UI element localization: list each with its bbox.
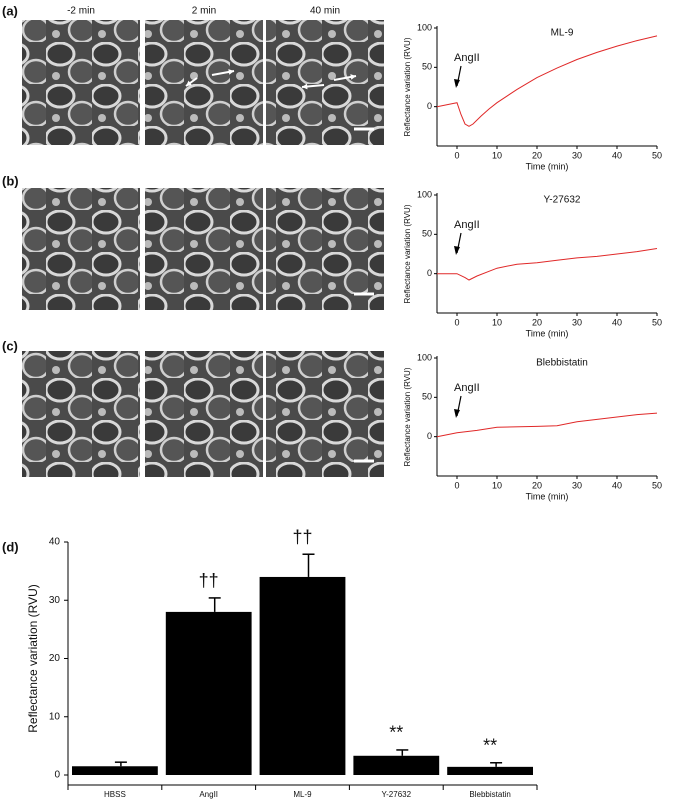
x-tick-label: 40 (612, 480, 622, 490)
x-tick-label: 10 (492, 480, 502, 490)
significance-marker: †† (292, 527, 312, 547)
micrograph (22, 20, 140, 145)
micrograph (145, 20, 263, 145)
significance-marker: †† (199, 571, 219, 591)
x-tick-label: AngII (199, 790, 218, 799)
significance-marker: ** (389, 723, 403, 743)
x-tick-label: 50 (652, 150, 662, 160)
image-label: -2 min (67, 6, 95, 17)
bar (353, 755, 440, 775)
annotation-arrow-head (454, 246, 460, 255)
x-tick-label: 10 (492, 150, 502, 160)
x-tick-label: HBSS (104, 790, 126, 799)
x-tick-label: 20 (532, 480, 542, 490)
data-line (436, 412, 658, 438)
micrograph (145, 188, 263, 310)
image-label: 40 min (310, 6, 340, 17)
data-line (437, 248, 658, 281)
y-axis-label: Reflectance variation (RVU) (26, 584, 40, 733)
micrograph (266, 188, 384, 310)
image-label: 2 min (192, 6, 216, 17)
chart-title: Blebbistatin (536, 358, 588, 369)
annotation: AngII (454, 52, 480, 64)
panel-label: (b) (2, 173, 19, 188)
annotation-arrow-head (454, 79, 460, 88)
x-tick-label: 30 (572, 150, 582, 160)
micrograph (266, 351, 384, 477)
panel-label: (a) (2, 3, 18, 18)
micrograph (145, 351, 263, 477)
bar (72, 766, 158, 775)
y-tick-label: 100 (417, 22, 432, 32)
arrow-head (302, 83, 308, 90)
chart-title: ML-9 (551, 28, 574, 39)
annotation: AngII (454, 382, 480, 394)
x-tick-label: 0 (454, 317, 459, 327)
micrograph (22, 188, 140, 310)
arrow-head (228, 69, 234, 75)
data-line (436, 35, 658, 127)
arrow-head (350, 74, 356, 80)
y-axis-label: Reflectance variation (RVU) (403, 367, 412, 466)
x-axis-label: Time (min) (526, 491, 569, 501)
y-tick-label: 100 (417, 189, 432, 199)
x-tick-label: 50 (652, 317, 662, 327)
y-tick-label: 50 (422, 62, 432, 72)
y-tick-label: 30 (49, 595, 61, 606)
x-tick-label: 10 (492, 317, 502, 327)
x-tick-label: 20 (532, 317, 542, 327)
y-tick-label: 100 (417, 352, 432, 362)
bar (165, 611, 252, 775)
y-axis-label: Reflectance variation (RVU) (403, 204, 412, 303)
panel-label: (c) (2, 338, 18, 353)
x-tick-label: 50 (652, 480, 662, 490)
x-tick-label: 20 (532, 150, 542, 160)
bar (259, 576, 346, 775)
y-tick-label: 0 (427, 101, 432, 111)
y-tick-label: 0 (427, 431, 432, 441)
chart-title: Y-27632 (544, 195, 581, 206)
y-tick-label: 40 (49, 537, 61, 548)
micrograph (266, 20, 384, 145)
micrograph (22, 351, 140, 477)
y-tick-label: 0 (427, 268, 432, 278)
x-tick-label: 30 (572, 480, 582, 490)
x-tick-label: 40 (612, 150, 622, 160)
y-tick-label: 0 (54, 770, 60, 781)
x-tick-label: 0 (454, 150, 459, 160)
x-tick-label: 0 (454, 480, 459, 490)
x-axis-label: Time (min) (526, 328, 569, 338)
annotation: AngII (454, 219, 480, 231)
x-tick-label: 30 (572, 317, 582, 327)
panel-label: (d) (2, 539, 19, 554)
x-axis-label: Time (min) (526, 161, 569, 171)
bar (447, 766, 533, 775)
y-tick-label: 20 (49, 653, 61, 664)
y-tick-label: 50 (422, 229, 432, 239)
y-axis-label: Reflectance variation (RVU) (403, 37, 412, 136)
x-tick-label: Y-27632 (382, 790, 412, 799)
y-tick-label: 10 (49, 711, 61, 722)
x-tick-label: Blebbistatin (469, 790, 510, 799)
arrow-head (186, 80, 192, 86)
y-tick-label: 50 (422, 392, 432, 402)
x-tick-label: ML-9 (293, 790, 312, 799)
x-tick-label: 40 (612, 317, 622, 327)
significance-marker: ** (483, 736, 497, 756)
annotation-arrow-head (454, 409, 460, 418)
